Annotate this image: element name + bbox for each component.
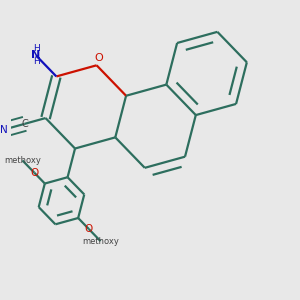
Text: N: N (0, 124, 8, 135)
Text: C: C (21, 119, 28, 129)
Text: methoxy: methoxy (82, 237, 119, 246)
Text: methoxy: methoxy (4, 156, 41, 165)
Text: O: O (94, 53, 103, 63)
Text: O: O (30, 168, 38, 178)
Text: H: H (33, 44, 39, 52)
Text: H: H (33, 58, 39, 67)
Text: N: N (32, 50, 40, 60)
Text: O: O (85, 224, 93, 234)
